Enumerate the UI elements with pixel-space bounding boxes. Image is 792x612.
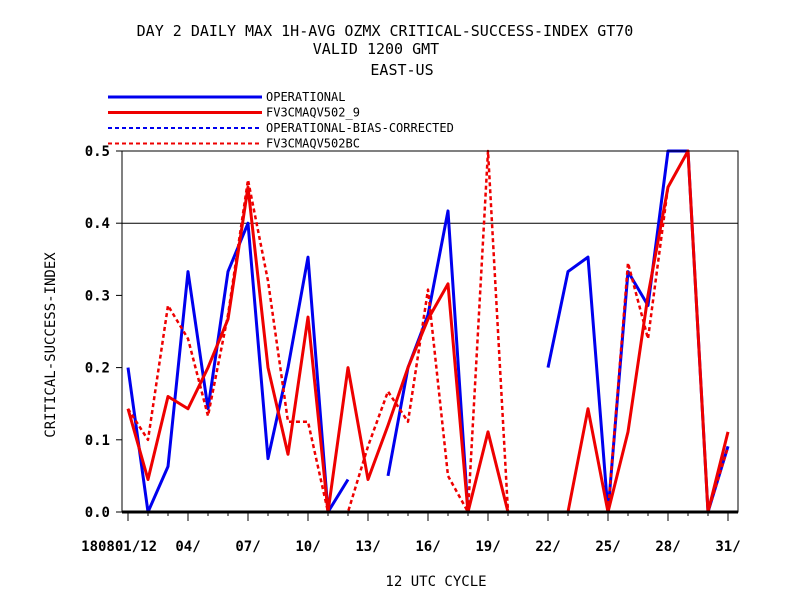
series-0-line-1 <box>386 209 470 513</box>
x-tick-label-7: 22/ <box>535 539 560 555</box>
y-tick-label-4: 0.4 <box>85 216 110 232</box>
title-line-2: VALID 1200 GMT <box>313 40 439 58</box>
title-line-1: DAY 2 DAILY MAX 1H-AVG OZMX CRITICAL-SUC… <box>137 22 634 40</box>
legend-label-0: OPERATIONAL <box>266 90 345 104</box>
chart-title: DAY 2 DAILY MAX 1H-AVG OZMX CRITICAL-SUC… <box>137 22 634 79</box>
y-tick-label-0: 0.0 <box>85 505 110 521</box>
series-1-line-0 <box>126 185 510 514</box>
title-line-3: EAST-US <box>370 61 433 79</box>
legend: OPERATIONAL FV3CMAQV502_9OPERATIONAL-BIAS… <box>108 90 454 151</box>
series-layer <box>126 149 730 514</box>
x-tick-label-9: 28/ <box>655 539 680 555</box>
y-tick-label-3: 0.3 <box>85 288 110 304</box>
x-tick-label-3: 10/ <box>295 539 320 555</box>
legend-label-2: OPERATIONAL-BIAS-CORRECTED <box>266 121 454 135</box>
series-0-line-0 <box>126 221 350 514</box>
x-tick-label-6: 19/ <box>475 539 500 555</box>
x-tick-label-8: 25/ <box>595 539 620 555</box>
series-0-line-2 <box>546 149 730 514</box>
series-3-line-0 <box>126 149 510 514</box>
x-tick-label-2: 07/ <box>235 539 260 555</box>
x-tick-label-10: 31/ <box>715 539 740 555</box>
x-tick-label-4: 13/ <box>355 539 380 555</box>
plot-frame <box>121 150 739 513</box>
x-tick-label-0: 180801/12 <box>81 539 157 555</box>
x-axis: 180801/12 04/07/10/13/16/19/22/25/28/31/ <box>81 512 741 555</box>
series-0 <box>126 149 730 514</box>
x-axis-label: 12 UTC CYCLE <box>385 574 486 590</box>
y-tick-label-1: 0.1 <box>85 433 110 449</box>
series-3-line-1 <box>606 149 730 514</box>
y-tick-label-5: 0.5 <box>85 144 110 160</box>
y-axis: 0.0 0.1 0.2 0.3 0.4 0.5 <box>85 144 122 521</box>
legend-label-3: FV3CMAQV502BC <box>266 137 360 151</box>
x-tick-label-5: 16/ <box>415 539 440 555</box>
x-tick-label-1: 04/ <box>175 539 200 555</box>
legend-label-1: FV3CMAQV502_9 <box>266 106 360 120</box>
y-tick-label-2: 0.2 <box>85 361 110 377</box>
y-axis-label: CRITICAL-SUCCESS-INDEX <box>43 252 59 438</box>
